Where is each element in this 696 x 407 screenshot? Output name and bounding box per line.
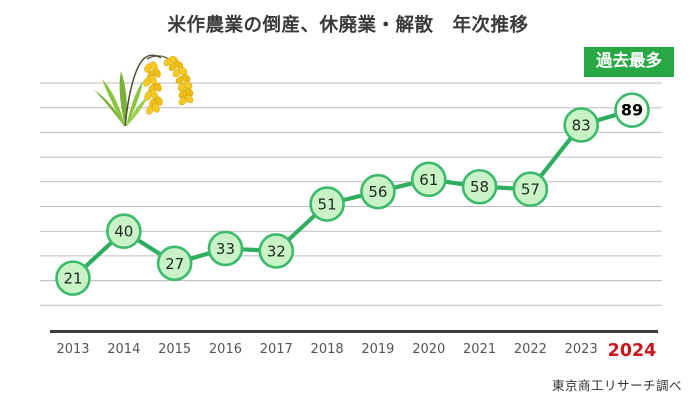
rice-grain bbox=[155, 96, 163, 106]
data-point: 40 bbox=[106, 213, 142, 249]
data-point-value: 56 bbox=[368, 183, 387, 201]
data-point-marker bbox=[55, 260, 91, 296]
chart-title: 米作農業の倒産、休廃業・解散 年次推移 bbox=[167, 15, 529, 36]
data-point: 33 bbox=[207, 230, 244, 267]
data-point-value: 58 bbox=[470, 178, 489, 196]
data-point-marker bbox=[512, 171, 549, 208]
rice-grain bbox=[143, 77, 151, 87]
data-point: 21 bbox=[55, 260, 91, 296]
x-axis-label: 2024 bbox=[608, 341, 657, 361]
data-point-marker bbox=[207, 230, 244, 267]
rice-grain bbox=[178, 66, 188, 76]
x-axis-label: 2017 bbox=[260, 342, 293, 357]
data-point: 61 bbox=[410, 161, 447, 198]
data-point: 58 bbox=[461, 168, 498, 205]
x-axis-label: 2014 bbox=[107, 342, 140, 357]
data-point-marker bbox=[614, 92, 650, 128]
rice-grain bbox=[154, 82, 162, 92]
data-point-value: 89 bbox=[621, 101, 643, 120]
record-high-badge: 過去最多 bbox=[584, 47, 674, 77]
x-axis-label: 2023 bbox=[565, 342, 598, 357]
data-point-marker bbox=[461, 168, 498, 205]
data-point: 32 bbox=[258, 233, 295, 269]
x-axis-label: 2019 bbox=[361, 342, 394, 357]
rice-ears bbox=[143, 55, 194, 115]
data-point-marker bbox=[258, 233, 295, 269]
x-axis-label: 2013 bbox=[56, 342, 89, 357]
rice-plant-illustration bbox=[94, 54, 194, 127]
data-point: 83 bbox=[563, 107, 600, 143]
data-line bbox=[70, 108, 635, 281]
rice-grain bbox=[144, 91, 152, 101]
data-point-value: 21 bbox=[63, 270, 82, 288]
gridlines bbox=[40, 82, 662, 306]
data-point-marker bbox=[410, 161, 447, 198]
data-point-marker bbox=[360, 173, 396, 210]
rice-grain bbox=[184, 87, 194, 97]
rice-grain bbox=[184, 94, 194, 104]
data-point-value: 40 bbox=[114, 223, 133, 241]
x-axis-label: 2022 bbox=[514, 342, 547, 357]
x-axis-label: 2016 bbox=[209, 342, 242, 357]
x-axis-label: 2020 bbox=[412, 342, 445, 357]
x-axis-label: 2015 bbox=[158, 342, 191, 357]
data-point-value: 57 bbox=[521, 181, 540, 199]
data-point: 89 bbox=[614, 92, 650, 128]
data-point-value: 61 bbox=[419, 171, 438, 189]
rice-grain bbox=[153, 68, 161, 78]
data-point-value: 27 bbox=[165, 255, 184, 273]
data-point-value: 51 bbox=[318, 196, 337, 214]
data-point: 56 bbox=[360, 173, 396, 210]
data-series: 21 40 27 33 32 51 56 61 58 57 83 89 bbox=[55, 92, 650, 296]
source-note: 東京商工リサーチ調べ bbox=[551, 378, 682, 393]
data-point-value: 33 bbox=[216, 240, 235, 258]
x-axis-labels: 2013 2014 2015 2016 2017 2018 2019 2020 2021 2022… bbox=[56, 341, 656, 361]
data-point-marker bbox=[563, 107, 600, 143]
rice-grain bbox=[183, 80, 193, 90]
data-point: 57 bbox=[512, 171, 549, 208]
data-point-marker bbox=[309, 186, 345, 222]
rice-grain bbox=[181, 73, 191, 83]
data-point-marker bbox=[156, 245, 193, 282]
data-point-value: 32 bbox=[267, 242, 286, 260]
data-point: 51 bbox=[309, 186, 345, 222]
x-axis-label: 2021 bbox=[463, 342, 496, 357]
rice-grain bbox=[152, 103, 160, 113]
x-axis-label: 2018 bbox=[311, 342, 344, 357]
data-point: 27 bbox=[156, 245, 193, 282]
rice-grain bbox=[144, 63, 152, 73]
data-point-value: 83 bbox=[572, 116, 591, 134]
data-point-marker bbox=[106, 213, 142, 249]
rice-grain bbox=[146, 105, 154, 115]
